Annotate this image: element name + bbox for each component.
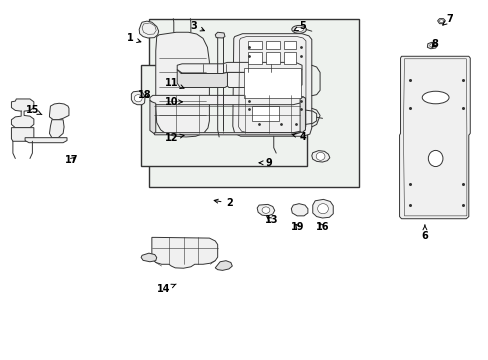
Bar bbox=[284, 41, 296, 49]
Polygon shape bbox=[150, 95, 305, 105]
Text: 1: 1 bbox=[126, 33, 141, 43]
Polygon shape bbox=[177, 62, 302, 73]
Polygon shape bbox=[312, 199, 332, 218]
Text: 16: 16 bbox=[315, 222, 328, 232]
Polygon shape bbox=[154, 131, 300, 135]
Text: 14: 14 bbox=[157, 284, 176, 294]
Polygon shape bbox=[227, 69, 302, 87]
Polygon shape bbox=[156, 32, 209, 137]
Bar bbox=[265, 52, 279, 64]
Text: 3: 3 bbox=[189, 21, 204, 31]
Polygon shape bbox=[399, 56, 469, 219]
Polygon shape bbox=[427, 42, 437, 49]
Ellipse shape bbox=[427, 150, 442, 167]
Ellipse shape bbox=[316, 152, 325, 160]
Polygon shape bbox=[11, 128, 34, 141]
Text: 15: 15 bbox=[25, 105, 42, 115]
Polygon shape bbox=[291, 204, 307, 216]
Polygon shape bbox=[232, 34, 311, 136]
Text: 10: 10 bbox=[164, 97, 182, 107]
Text: 5: 5 bbox=[293, 21, 306, 31]
Polygon shape bbox=[257, 204, 274, 216]
Bar bbox=[248, 52, 262, 64]
Text: 19: 19 bbox=[291, 222, 304, 232]
Polygon shape bbox=[11, 99, 34, 128]
Bar bbox=[244, 68, 300, 98]
Ellipse shape bbox=[291, 26, 306, 33]
Text: 18: 18 bbox=[138, 90, 151, 100]
Polygon shape bbox=[215, 32, 224, 38]
Bar bbox=[141, 65, 306, 166]
Bar bbox=[248, 41, 262, 49]
Polygon shape bbox=[437, 19, 445, 24]
Ellipse shape bbox=[421, 91, 448, 104]
Polygon shape bbox=[150, 100, 156, 134]
Polygon shape bbox=[215, 261, 232, 270]
Ellipse shape bbox=[134, 95, 142, 102]
Polygon shape bbox=[152, 237, 217, 268]
Text: 8: 8 bbox=[430, 39, 437, 49]
Text: 6: 6 bbox=[421, 225, 427, 240]
Bar bbox=[149, 19, 358, 187]
Polygon shape bbox=[139, 21, 158, 38]
Bar bbox=[284, 52, 296, 64]
Bar bbox=[251, 107, 278, 121]
Ellipse shape bbox=[429, 44, 434, 47]
Text: 11: 11 bbox=[164, 78, 183, 89]
Polygon shape bbox=[131, 91, 145, 105]
Text: 9: 9 bbox=[259, 158, 272, 168]
Polygon shape bbox=[177, 69, 227, 87]
Polygon shape bbox=[300, 97, 305, 133]
Polygon shape bbox=[49, 120, 64, 138]
Polygon shape bbox=[49, 103, 69, 120]
Text: 2: 2 bbox=[214, 198, 233, 208]
Ellipse shape bbox=[317, 204, 328, 214]
Polygon shape bbox=[311, 150, 329, 162]
Ellipse shape bbox=[439, 20, 443, 23]
Polygon shape bbox=[25, 138, 67, 143]
Text: 17: 17 bbox=[64, 155, 78, 165]
Bar bbox=[265, 41, 279, 49]
Ellipse shape bbox=[262, 207, 269, 213]
Text: 4: 4 bbox=[291, 132, 306, 142]
Polygon shape bbox=[141, 253, 157, 262]
Text: 13: 13 bbox=[264, 215, 278, 225]
Text: 12: 12 bbox=[164, 133, 183, 143]
Text: 7: 7 bbox=[442, 14, 452, 25]
Ellipse shape bbox=[294, 27, 303, 32]
